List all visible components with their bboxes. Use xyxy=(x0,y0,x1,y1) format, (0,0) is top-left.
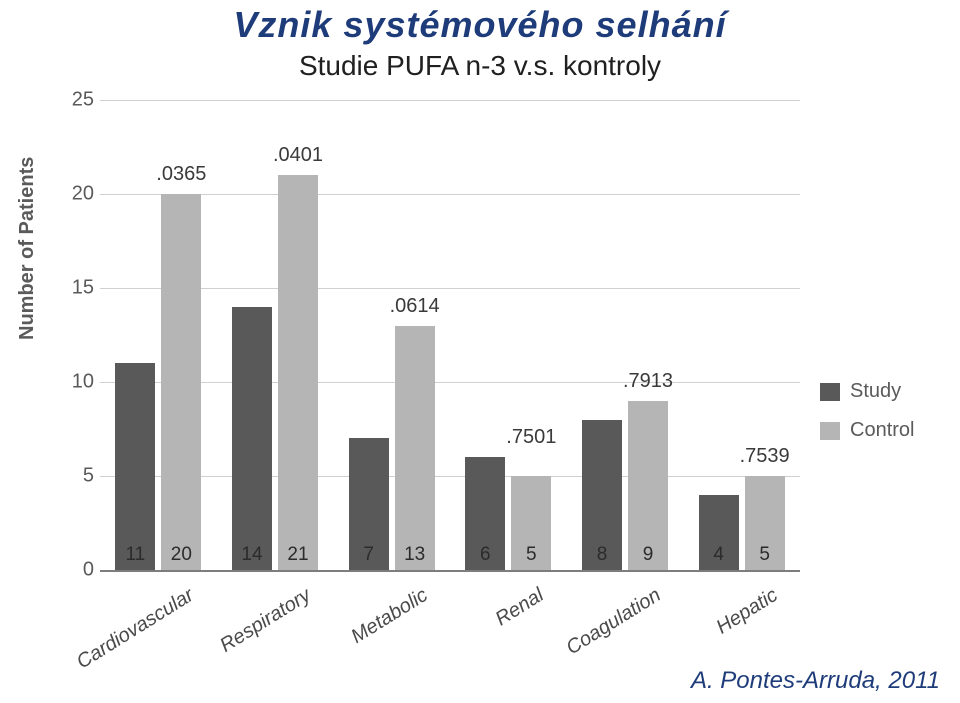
bar-control: 13 xyxy=(395,326,435,570)
bar-value: 14 xyxy=(232,544,272,566)
p-value-label: .7501 xyxy=(481,426,581,449)
category-label: Coagulation xyxy=(526,584,665,683)
y-tick: 5 xyxy=(54,465,94,488)
bar-control: 20 xyxy=(161,194,201,570)
bar-value: 21 xyxy=(278,544,318,566)
legend-label-study: Study xyxy=(850,380,901,403)
page-subtitle: Studie PUFA n-3 v.s. kontroly xyxy=(0,50,960,82)
y-axis-label: Number of Patients xyxy=(16,157,39,340)
bar-control: 21 xyxy=(278,175,318,570)
y-tick: 0 xyxy=(54,559,94,582)
bar-control: 5 xyxy=(511,476,551,570)
bar-value: 7 xyxy=(349,544,389,566)
legend-study: Study xyxy=(820,380,914,403)
bar-chart: 05101520251120.0365Cardiovascular1421.04… xyxy=(60,100,800,600)
page-title: Vznik systémového selhání xyxy=(0,4,960,46)
p-value-label: .0365 xyxy=(131,163,231,186)
y-tick: 15 xyxy=(54,277,94,300)
bar-value: 5 xyxy=(745,544,785,566)
p-value-label: .0614 xyxy=(365,295,465,318)
bar-value: 4 xyxy=(699,544,739,566)
bar-study: 14 xyxy=(232,307,272,570)
category-label: Renal xyxy=(409,584,548,683)
bar-value: 11 xyxy=(115,544,155,566)
y-tick: 10 xyxy=(54,371,94,394)
plot-area: 05101520251120.0365Cardiovascular1421.04… xyxy=(100,100,800,572)
bar-value: 8 xyxy=(582,544,622,566)
bar-control: 5 xyxy=(745,476,785,570)
citation: A. Pontes-Arruda, 2011 xyxy=(691,667,940,695)
bar-value: 13 xyxy=(395,544,435,566)
bar-study: 4 xyxy=(699,495,739,570)
legend-swatch-control xyxy=(820,422,840,440)
legend-swatch-study xyxy=(820,383,840,401)
gridline xyxy=(100,194,800,195)
category-label: Cardiovascular xyxy=(59,584,198,683)
gridline xyxy=(100,476,800,477)
y-tick: 25 xyxy=(54,89,94,112)
bar-control: 9 xyxy=(628,401,668,570)
bar-value: 6 xyxy=(465,544,505,566)
gridline xyxy=(100,288,800,289)
gridline xyxy=(100,100,800,101)
p-value-label: .7913 xyxy=(598,370,698,393)
bar-value: 9 xyxy=(628,544,668,566)
bar-value: 20 xyxy=(161,544,201,566)
bar-study: 8 xyxy=(582,420,622,570)
p-value-label: .7539 xyxy=(715,445,815,468)
bar-value: 5 xyxy=(511,544,551,566)
bar-study: 7 xyxy=(349,438,389,570)
y-tick: 20 xyxy=(54,183,94,206)
legend-control: Control xyxy=(820,419,914,442)
category-label: Respiratory xyxy=(176,584,315,683)
p-value-label: .0401 xyxy=(248,144,348,167)
bar-study: 6 xyxy=(465,457,505,570)
chart-legend: Study Control xyxy=(820,380,914,458)
bar-study: 11 xyxy=(115,363,155,570)
legend-label-control: Control xyxy=(850,419,914,442)
